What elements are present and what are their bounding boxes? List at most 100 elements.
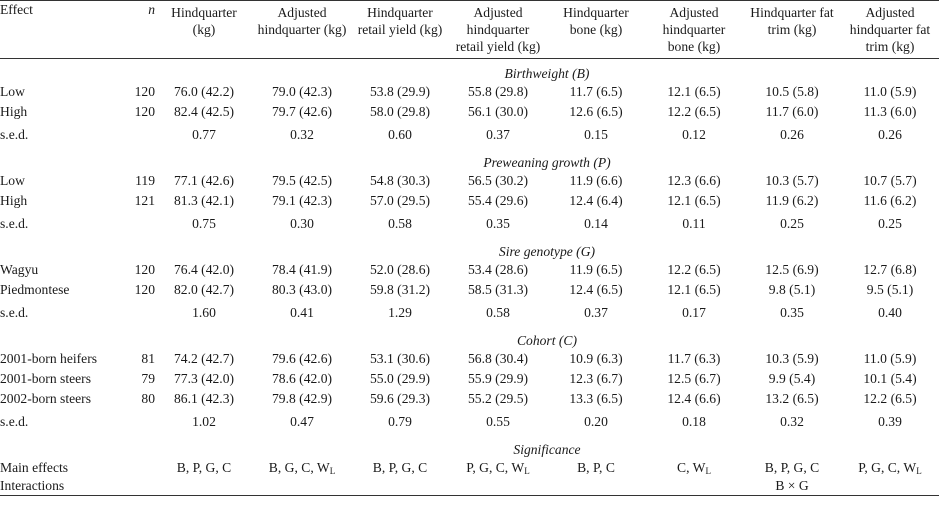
row-label: Main effects (0, 459, 69, 475)
row-label: Wagyu (0, 261, 39, 277)
column-header: Hindquarter retail yield (kg) (351, 0, 449, 59)
row-label: Low (0, 172, 25, 188)
table-cell: 9.9 (5.4) (768, 370, 816, 386)
table-cell: 13.2 (6.5) (765, 390, 819, 406)
significance-text: P, G, C, W (858, 459, 917, 475)
table-cell: 12.6 (6.5) (569, 103, 623, 119)
section-title: Preweaning growth (P) (483, 154, 611, 170)
row-label: 2002-born steers (0, 390, 91, 406)
sed-cell: 0.15 (584, 126, 608, 142)
column-header: Hindquarter bone (kg) (547, 0, 645, 59)
row-n: 120 (134, 83, 155, 99)
table-cell: 74.2 (42.7) (173, 350, 235, 366)
sed-cell: 0.77 (192, 126, 216, 142)
significance-text: B, P, G, C (764, 459, 820, 475)
significance-cell: B, P, G, C (351, 458, 449, 478)
sed-cell: 0.37 (584, 304, 608, 320)
table-cell: 12.5 (6.9) (765, 261, 819, 277)
table-cell: 82.4 (42.5) (173, 103, 235, 119)
table-cell: 9.8 (5.1) (768, 281, 816, 297)
sed-cell: 0.11 (682, 215, 706, 231)
sed-cell: 0.14 (584, 215, 608, 231)
table-cell: 53.8 (29.9) (369, 83, 431, 99)
table-cell: 59.8 (31.2) (369, 281, 431, 297)
sed-cell: 0.25 (878, 215, 902, 231)
table-cell: 86.1 (42.3) (173, 390, 235, 406)
significance-text: B, P, G, C (176, 459, 232, 475)
table-cell: 77.1 (42.6) (173, 172, 235, 188)
section-title: Birthweight (B) (504, 65, 590, 81)
sed-cell: 0.26 (780, 126, 804, 142)
sed-cell: 0.30 (290, 215, 314, 231)
table-cell: 55.2 (29.5) (467, 390, 529, 406)
sed-cell: 0.58 (486, 304, 510, 320)
sed-cell: 0.25 (780, 215, 804, 231)
table-row: High 120 82.4 (42.5) 79.7 (42.6) 58.0 (29.8)… (0, 102, 939, 122)
table-cell: 53.4 (28.6) (467, 261, 529, 277)
section-header-row: Preweaning growth (P) (0, 148, 939, 171)
table-cell: 9.5 (5.1) (866, 281, 914, 297)
section-header-row: Cohort (C) (0, 326, 939, 349)
table-cell: 11.9 (6.6) (569, 172, 623, 188)
interaction-cell (841, 477, 939, 496)
table-cell: 10.3 (5.7) (765, 172, 819, 188)
section-title: Significance (513, 441, 581, 457)
column-header: Hindquarter (kg) (155, 0, 253, 59)
table-cell: 12.2 (6.5) (863, 390, 917, 406)
table-row: 2001-born steers 79 77.3 (42.0) 78.6 (42.0)… (0, 369, 939, 389)
table-cell: 55.4 (29.6) (467, 192, 529, 208)
significance-cell: B, P, C (547, 458, 645, 478)
sed-row: s.e.d. 1.02 0.47 0.79 0.55 0.20 0.18 0.32 0.39 (0, 409, 939, 435)
table-cell: 77.3 (42.0) (173, 370, 235, 386)
sed-cell: 0.39 (878, 413, 902, 429)
sed-cell: 0.32 (780, 413, 804, 429)
significance-text: B, P, G, C (372, 459, 428, 475)
table-cell: 53.1 (30.6) (369, 350, 431, 366)
table-cell: 11.7 (6.5) (569, 83, 623, 99)
table-cell: 79.1 (42.3) (271, 192, 333, 208)
table-cell: 76.4 (42.0) (173, 261, 235, 277)
table-row: Low 120 76.0 (42.2) 79.0 (42.3) 53.8 (29.9) 5… (0, 82, 939, 102)
sed-cell: 0.17 (682, 304, 706, 320)
table-cell: 12.2 (6.5) (667, 103, 721, 119)
row-n: 120 (134, 281, 155, 297)
table-cell: 56.1 (30.0) (467, 103, 529, 119)
table-cell: 78.4 (41.9) (271, 261, 333, 277)
table-cell: 79.8 (42.9) (271, 390, 333, 406)
row-label: s.e.d. (0, 126, 29, 142)
sed-cell: 0.35 (486, 215, 510, 231)
table-cell: 56.5 (30.2) (467, 172, 529, 188)
table-cell: 56.8 (30.4) (467, 350, 529, 366)
table-cell: 55.0 (29.9) (369, 370, 431, 386)
table-cell: 54.8 (30.3) (369, 172, 431, 188)
significance-cell: P, G, C, WL (449, 458, 547, 478)
row-n: 79 (141, 370, 155, 386)
significance-text: B, P, C (577, 459, 615, 475)
sed-row: s.e.d. 1.60 0.41 1.29 0.58 0.37 0.17 0.35 0.40 (0, 300, 939, 326)
sed-cell: 0.35 (780, 304, 804, 320)
significance-subscript: L (705, 465, 711, 476)
table-cell: 79.6 (42.6) (271, 350, 333, 366)
sed-cell: 0.55 (486, 413, 510, 429)
table-cell: 78.6 (42.0) (271, 370, 333, 386)
sed-cell: 0.60 (388, 126, 412, 142)
table-cell: 10.1 (5.4) (863, 370, 917, 386)
results-table: Effect n Hindquarter (kg) Adjusted hindquar… (0, 0, 939, 496)
significance-cell: B, P, G, C (155, 458, 253, 478)
table-cell: 13.3 (6.5) (569, 390, 623, 406)
row-label: Low (0, 83, 25, 99)
sed-cell: 1.02 (192, 413, 216, 429)
table-cell: 52.0 (28.6) (369, 261, 431, 277)
row-n: 80 (141, 390, 155, 406)
table-cell: 12.1 (6.5) (667, 192, 721, 208)
table-cell: 11.0 (5.9) (863, 83, 917, 99)
table-cell: 11.9 (6.5) (569, 261, 623, 277)
interaction-cell (449, 477, 547, 496)
interaction-cell (547, 477, 645, 496)
main-effects-row: Main effects B, P, G, C B, G, C, WL B, P, G… (0, 458, 939, 478)
row-n: 81 (141, 350, 155, 366)
sed-row: s.e.d. 0.75 0.30 0.58 0.35 0.14 0.11 0.25 0.25 (0, 211, 939, 237)
table-cell: 11.7 (6.0) (765, 103, 819, 119)
row-label: 2001-born heifers (0, 350, 98, 366)
section-header-row: Birthweight (B) (0, 59, 939, 82)
